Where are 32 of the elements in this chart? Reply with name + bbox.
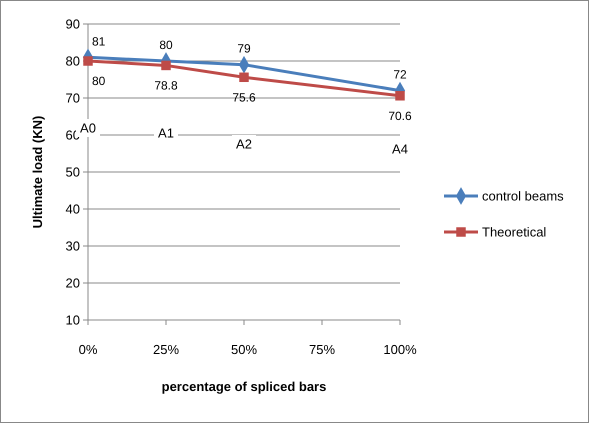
- data-label: 80: [159, 38, 173, 52]
- annotation: A1: [158, 126, 174, 141]
- data-label: 72: [393, 68, 407, 82]
- y-tick-label: 10: [66, 312, 80, 328]
- x-axis-title: percentage of spliced bars: [162, 379, 326, 394]
- x-tick-label: 50%: [230, 342, 258, 357]
- data-label: 78.8: [154, 78, 178, 92]
- data-label: 80: [92, 74, 106, 88]
- point: [161, 60, 171, 70]
- y-tick-label: 30: [66, 238, 80, 254]
- data-label: 75.6: [232, 90, 256, 104]
- x-tick-label: 0%: [78, 342, 98, 357]
- y-tick-label: 80: [66, 54, 80, 69]
- y-tick-label: 50: [66, 164, 80, 180]
- y-tick-label: 20: [66, 276, 80, 291]
- point: [395, 91, 405, 101]
- x-tick-label: 75%: [308, 342, 336, 357]
- y-tick-label: 90: [66, 16, 80, 32]
- y-axis-title: Ultimate load (KN): [30, 116, 45, 228]
- data-label: 81: [92, 34, 106, 48]
- x-tick-label: 100%: [383, 342, 418, 357]
- annotation: A4: [392, 142, 408, 157]
- point: [239, 72, 249, 82]
- annotation: A2: [236, 136, 252, 152]
- data-label: 79: [237, 42, 251, 56]
- y-tick-label: 40: [66, 202, 80, 217]
- data-label: 70.6: [388, 108, 412, 123]
- annotation: A0: [80, 120, 96, 136]
- y-tick-label: 70: [66, 90, 80, 106]
- legend-label: Theoretical: [482, 224, 546, 240]
- legend-label: control beams: [482, 188, 564, 204]
- x-tick-label: 25%: [152, 342, 180, 357]
